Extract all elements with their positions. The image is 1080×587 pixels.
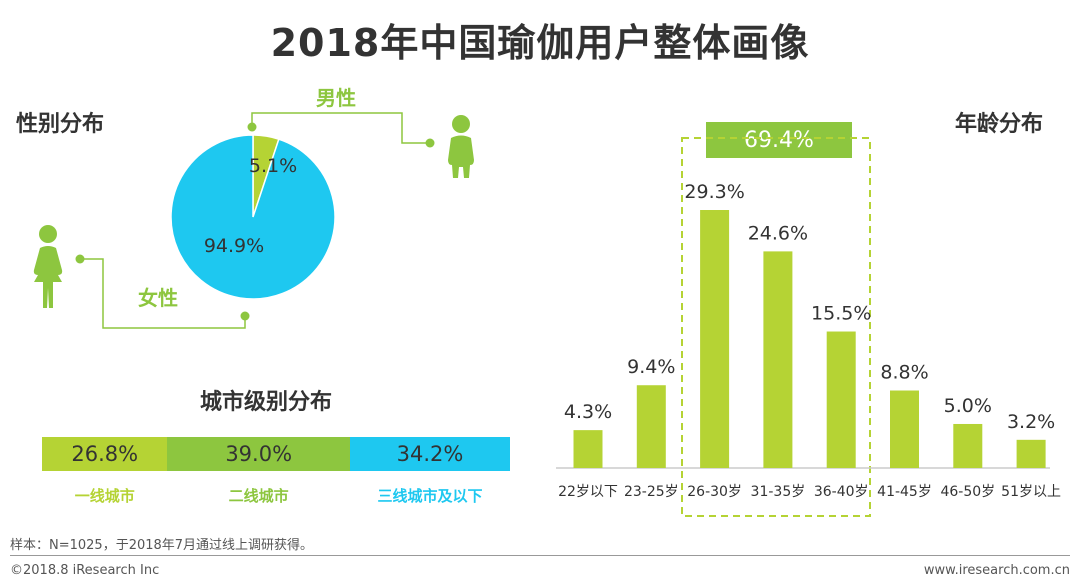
age-bar-4 [826, 331, 856, 468]
highlight-total-badge: 69.4% [706, 122, 852, 158]
female-connector-line [80, 258, 246, 329]
male-percent-label: 5.1% [249, 155, 297, 177]
gender-pie-chart: 5.1% 94.9% [33, 112, 474, 329]
pie-slice-female [170, 134, 336, 300]
age-category-label-1: 23-25岁 [624, 484, 679, 500]
age-bar-value-label-1: 9.4% [627, 356, 675, 378]
city-segment-tier2-pct: 39.0% [225, 442, 293, 466]
city-label-tier2: 二线城市 [228, 487, 289, 505]
female-connector-dot [240, 311, 250, 321]
city-segment-tier2: 39.0% [167, 437, 350, 471]
page-title: 2018年中国瑜伽用户整体画像 [270, 21, 810, 65]
age-category-label-6: 46-50岁 [940, 484, 995, 500]
gender-heading: 性别分布 [16, 112, 105, 137]
footnote: 样本：N=1025，于2018年7月通过线上调研获得。 [10, 538, 314, 553]
male-connector-dot [247, 122, 257, 132]
city-stacked-bar: 26.8% 39.0% 34.2% [42, 437, 510, 471]
copyright: ©2018.8 iResearch Inc [10, 563, 160, 578]
city-segment-tier3-pct: 34.2% [396, 442, 464, 466]
female-person-icon [33, 225, 63, 308]
age-category-label-3: 31-35岁 [751, 484, 806, 500]
age-category-label-5: 41-45岁 [877, 484, 932, 500]
male-person-icon [448, 115, 474, 178]
footer-divider [10, 555, 1070, 556]
age-bar-7 [1016, 439, 1046, 468]
city-segment-tier1-pct: 26.8% [71, 442, 139, 466]
age-bar-3 [763, 251, 793, 468]
website: www.iresearch.com.cn [923, 563, 1070, 578]
age-bar-5 [890, 390, 919, 468]
pie-group [170, 134, 336, 300]
male-label: 男性 [316, 86, 356, 110]
city-segment-tier3: 34.2% [349, 437, 510, 471]
age-bar-value-label-3: 24.6% [748, 222, 808, 244]
age-bar-6 [953, 423, 983, 468]
female-percent-label: 94.9% [204, 235, 264, 257]
age-bar-value-label-4: 15.5% [811, 303, 871, 325]
age-category-label-4: 36-40岁 [814, 484, 869, 500]
male-connector-dot-end [425, 138, 435, 148]
age-category-label-0: 22岁以下 [558, 484, 618, 500]
age-category-label-2: 26-30岁 [687, 484, 742, 500]
male-connector-line [251, 112, 428, 144]
city-label-tier1: 一线城市 [74, 487, 135, 505]
age-bar-0 [573, 430, 603, 468]
age-bar-2 [700, 210, 730, 468]
female-connector-dot-end [75, 254, 85, 264]
female-label: 女性 [138, 286, 178, 310]
highlight-dashed-frame [681, 137, 871, 517]
age-bar-value-label-5: 8.8% [880, 362, 928, 384]
age-bar-value-label-7: 3.2% [1007, 411, 1055, 433]
age-bar-value-label-2: 29.3% [684, 181, 744, 203]
age-category-label-7: 51岁以上 [1001, 484, 1061, 500]
age-bar-value-label-0: 4.3% [564, 401, 612, 423]
age-bar-1 [636, 385, 666, 468]
age-bar-value-label-6: 5.0% [944, 395, 992, 417]
city-label-tier3: 三线城市及以下 [377, 487, 483, 505]
age-heading: 年龄分布 [955, 112, 1044, 137]
city-segment-tier1: 26.8% [42, 437, 168, 471]
city-heading: 城市级别分布 [200, 390, 333, 415]
